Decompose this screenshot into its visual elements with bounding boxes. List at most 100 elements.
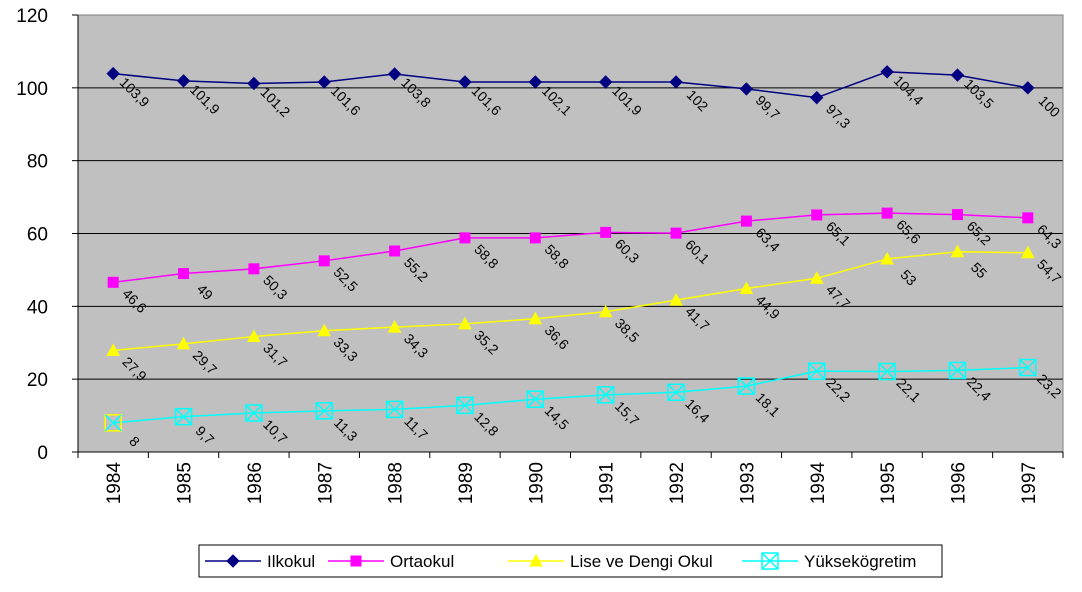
data-point-lise-ve-dengi-okul — [739, 281, 754, 294]
data-point-lise-ve-dengi-okul — [176, 336, 191, 350]
marker-box — [808, 362, 826, 380]
data-point-ilkokul — [387, 67, 402, 81]
x-tick-label: 1992 — [667, 462, 688, 504]
data-point-ortaokul — [459, 232, 471, 244]
data-point-y-ksek-gretim — [385, 400, 404, 419]
marker-box — [1019, 358, 1037, 377]
data-point-y-ksek-gretim — [315, 402, 333, 420]
data-point-y-ksek-gretim — [808, 362, 826, 380]
legend-label: Ilkokul — [267, 552, 315, 571]
marker-cross — [948, 361, 966, 379]
marker-cross — [526, 390, 544, 408]
y-tick-label: 80 — [27, 152, 48, 173]
marker-box — [526, 390, 545, 408]
marker-box — [878, 362, 896, 381]
data-point-lise-ve-dengi-okul — [106, 343, 121, 356]
marker-cross — [808, 362, 826, 380]
data-point-lise-ve-dengi-okul — [669, 293, 683, 306]
data-point-lise-ve-dengi-okul — [528, 311, 543, 325]
data-point-y-ksek-gretim — [456, 396, 474, 415]
data-point-lise-ve-dengi-okul — [1020, 245, 1035, 259]
data-point-ortaokul — [600, 226, 612, 238]
data-point-lise-ve-dengi-okul — [880, 251, 894, 265]
data-point-y-ksek-gretim — [596, 386, 615, 404]
data-point-ortaokul — [811, 209, 823, 221]
y-tick-label: 0 — [37, 443, 48, 464]
y-tick-label: 60 — [27, 225, 48, 246]
x-tick-label: 1991 — [597, 462, 618, 504]
legend-marker — [529, 553, 543, 567]
data-point-y-ksek-gretim — [174, 407, 193, 426]
data-point-ilkokul — [950, 68, 965, 82]
x-tick-label: 1994 — [808, 462, 829, 505]
marker-cross — [667, 383, 685, 401]
data-point-lise-ve-dengi-okul — [809, 271, 824, 284]
marker-box — [761, 552, 779, 570]
data-point-ortaokul — [740, 215, 752, 227]
series-line-ortaokul — [113, 212, 1028, 284]
marker-cross — [315, 402, 333, 420]
axes: 0 20 40 60 80 100 120 1984 1985 1986 1987 1988 1989 1… — [16, 6, 1064, 505]
legend: Ilkokul Ortaokul Lise ve Dengi Okul Yüksekö… — [198, 544, 943, 578]
marker-box — [174, 407, 193, 426]
data-point-y-ksek-gretim — [667, 383, 685, 402]
marker-box — [104, 414, 122, 432]
legend-label: Yüksekögretim — [804, 552, 916, 571]
marker-box — [667, 383, 685, 402]
x-tick-label: 1989 — [456, 462, 477, 504]
data-point-ortaokul — [107, 276, 119, 288]
marker-cross — [1019, 358, 1037, 377]
data-point-y-ksek-gretim — [948, 361, 967, 380]
data-point-lise-ve-dengi-okul — [387, 320, 402, 333]
marker-cross — [245, 404, 263, 422]
data-point-ilkokul — [669, 75, 683, 89]
series-line-ilkokul — [113, 71, 1028, 99]
data-point-ortaokul — [318, 255, 330, 267]
series-line-y-ksek-gretim — [113, 366, 1028, 424]
x-tick-label: 1988 — [386, 462, 407, 504]
gridlines — [78, 87, 1063, 380]
data-point-ortaokul — [389, 245, 401, 257]
data-point-ortaokul — [881, 207, 893, 219]
data-point-ilkokul — [598, 75, 613, 89]
y-tick-label: 20 — [27, 370, 48, 391]
legend-item: Yüksekögretim — [742, 552, 916, 571]
x-tick-label: 1993 — [737, 462, 758, 504]
marker-box — [315, 402, 333, 420]
x-tick-label: 1996 — [948, 462, 969, 504]
marker-box — [385, 400, 404, 419]
x-tick-label: 1995 — [878, 462, 899, 504]
marker-cross — [456, 396, 474, 414]
y-tick-label: 100 — [16, 79, 48, 100]
x-tick-label: 1997 — [1019, 462, 1040, 504]
marker-box — [737, 377, 756, 395]
data-point-lise-ve-dengi-okul — [598, 304, 613, 318]
marker-box — [456, 396, 474, 415]
legend-item: Lise ve Dengi Okul — [508, 552, 713, 571]
legend-item: Ortaokul — [328, 552, 454, 571]
data-point-ilkokul — [176, 74, 191, 88]
legend-marker — [350, 555, 362, 567]
x-tick-label: 1986 — [245, 462, 266, 504]
data-point-lise-ve-dengi-okul — [458, 316, 472, 330]
data-point-y-ksek-gretim — [878, 362, 896, 381]
data-point-lise-ve-dengi-okul — [247, 329, 261, 343]
data-point-ortaokul — [670, 227, 682, 239]
data-point-y-ksek-gretim — [1019, 358, 1037, 377]
data-point-ilkokul — [739, 82, 754, 96]
marker-box — [596, 386, 615, 404]
data-point-ortaokul — [248, 263, 260, 275]
marker-box — [948, 361, 967, 380]
marker-cross — [386, 400, 404, 418]
marker-cross — [878, 362, 896, 381]
legend-label: Lise ve Dengi Okul — [570, 552, 713, 571]
data-point-y-ksek-gretim — [245, 404, 263, 422]
series-line-lise-ve-dengi-okul — [113, 250, 1028, 352]
marker-cross — [761, 552, 779, 570]
data-point-ilkokul — [528, 75, 543, 89]
data-point-ilkokul — [247, 76, 261, 91]
data-point-ilkokul — [317, 75, 331, 89]
marker-cross — [175, 408, 193, 426]
